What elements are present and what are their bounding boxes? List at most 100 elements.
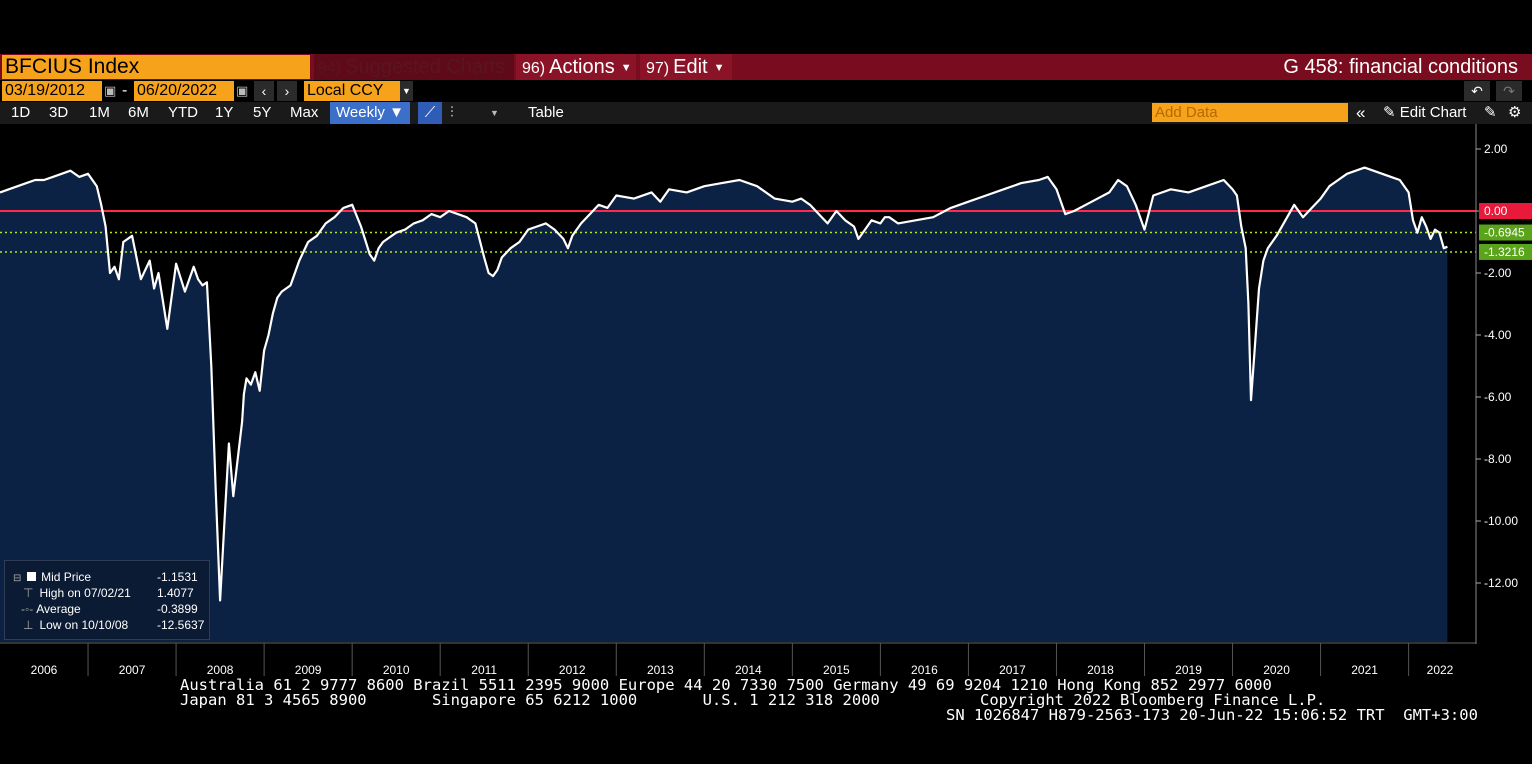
- x-tick-label: 2016: [911, 663, 938, 677]
- legend-row-low: ⊥ Low on 10/10/08 -12.5637: [13, 617, 204, 633]
- suggested-charts-button[interactable]: 94) Suggested Charts: [314, 54, 514, 80]
- edit-number: 97): [646, 60, 670, 77]
- footer-copyright: Copyright 2022 Bloomberg Finance L.P.: [980, 691, 1326, 709]
- x-tick-label: 2012: [559, 663, 586, 677]
- gear-icon[interactable]: ⚙: [1508, 104, 1522, 121]
- reference-label-bg: [1479, 203, 1532, 219]
- x-tick-label: 2020: [1263, 663, 1290, 677]
- footer-contacts-line-2: Japan 81 3 4565 8900 Singapore 65 6212 1…: [180, 691, 880, 709]
- period-ytd-button[interactable]: YTD: [168, 104, 198, 121]
- x-tick-label: 2011: [471, 663, 497, 677]
- start-date-input[interactable]: 03/19/2012: [2, 81, 102, 101]
- pencil-icon: ✎: [1383, 104, 1400, 121]
- frequency-select[interactable]: Weekly ▼: [330, 102, 410, 124]
- actions-number: 96): [522, 60, 546, 77]
- line-chart-icon[interactable]: ⟋: [418, 102, 442, 124]
- date-separator: -: [122, 82, 128, 99]
- legend-row-average: -◦- Average -0.3899: [13, 601, 198, 617]
- footer-contacts-line: Australia 61 2 9777 8600 Brazil 5511 239…: [180, 676, 1272, 694]
- legend-label: Average: [36, 602, 81, 616]
- x-tick-label: 2009: [295, 663, 322, 677]
- undo-icon[interactable]: ↶: [1464, 81, 1490, 101]
- annotate-icon[interactable]: ✎: [1484, 104, 1497, 121]
- legend-label: Mid Price: [41, 570, 92, 584]
- next-period-button[interactable]: ›: [277, 81, 297, 101]
- x-tick-label: 2010: [383, 663, 410, 677]
- collapse-icon[interactable]: «: [1356, 103, 1366, 122]
- legend-panel[interactable]: ⊟ Mid Price -1.1531 ⊤ High on 07/02/21 1.…: [4, 560, 210, 640]
- currency-dropdown-icon[interactable]: ▼: [400, 81, 413, 101]
- reference-label: -0.6945: [1484, 226, 1525, 240]
- series-area: [0, 167, 1448, 642]
- period-5y-button[interactable]: 5Y: [253, 104, 272, 121]
- collapse-box-icon[interactable]: ⊟: [13, 573, 22, 584]
- period-1d-button[interactable]: 1D: [11, 104, 31, 121]
- x-tick-label: 2014: [735, 663, 762, 677]
- high-marker-icon: ⊤: [23, 586, 34, 600]
- y-tick-label: -4.00: [1484, 328, 1512, 342]
- reference-lines: [0, 210, 1476, 253]
- y-tick-label: -6.00: [1484, 390, 1512, 404]
- legend-label: Low on 10/10/08: [39, 618, 129, 632]
- y-tick-label: -10.00: [1484, 514, 1518, 528]
- series-line-mid-price: [0, 166, 1448, 602]
- end-date-input[interactable]: 06/20/2022: [134, 81, 234, 101]
- x-tick-label: 2021: [1351, 663, 1378, 677]
- y-axis-ticks: 2.00 -2.00 -4.00 -6.00 -8.00 -10.00 -12.00: [1476, 142, 1518, 590]
- legend-value: -0.3899: [157, 602, 198, 616]
- calendar-icon[interactable]: ▣: [104, 83, 117, 98]
- y-tick-label: -8.00: [1484, 452, 1512, 466]
- chart-type-dropdown-icon[interactable]: ▼: [490, 108, 499, 118]
- x-tick-label: 2022: [1427, 663, 1454, 677]
- period-6m-button[interactable]: 6M: [128, 104, 149, 121]
- table-button[interactable]: Table: [528, 104, 564, 121]
- reference-label: -1.3216: [1484, 245, 1525, 259]
- calendar-icon[interactable]: ▣: [236, 83, 249, 98]
- legend-value: -1.1531: [157, 570, 198, 584]
- x-tick-label: 2013: [647, 663, 674, 677]
- x-tick-label: 2015: [823, 663, 850, 677]
- caret-down-icon: ▼: [713, 61, 725, 74]
- legend-value: -12.5637: [157, 618, 205, 632]
- x-axis-ticks: 2006 2007 2008 2009 2010 2011 2012 2013 2014 2015…: [31, 643, 1454, 677]
- add-data-input[interactable]: Add Data: [1152, 103, 1348, 122]
- legend-row-high: ⊤ High on 07/02/21 1.4077: [13, 585, 194, 601]
- low-marker-icon: ⊥: [23, 618, 34, 632]
- reference-label-bg: [1479, 243, 1532, 260]
- reference-label-bg: [1479, 224, 1532, 241]
- edit-chart-label: Edit Chart: [1399, 104, 1467, 121]
- redo-icon[interactable]: ↷: [1496, 81, 1522, 101]
- period-1m-button[interactable]: 1M: [89, 104, 110, 121]
- period-1y-button[interactable]: 1Y: [215, 104, 234, 121]
- legend-label: High on 07/02/21: [39, 586, 131, 600]
- y-tick-label: -12.00: [1484, 576, 1518, 590]
- series-swatch-icon: [26, 572, 36, 581]
- period-3d-button[interactable]: 3D: [49, 104, 69, 121]
- candlestick-icon[interactable]: ⫶: [450, 104, 454, 121]
- reference-label: 0.00: [1484, 204, 1508, 218]
- graph-title: G 458: financial conditions: [1283, 56, 1518, 78]
- x-tick-label: 2018: [1087, 663, 1114, 677]
- financial-conditions-chart: 2.00 -2.00 -4.00 -6.00 -8.00 -10.00 -12.00 0.0…: [0, 124, 1532, 680]
- edit-chart-button[interactable]: ✎ Edit Chart: [1383, 102, 1466, 124]
- period-max-button[interactable]: Max: [290, 104, 319, 121]
- ticker-input[interactable]: BFCIUS Index: [2, 55, 310, 79]
- legend-row-mid-price: ⊟ Mid Price -1.1531: [13, 569, 198, 585]
- actions-label: Actions: [549, 56, 615, 78]
- legend-value: 1.4077: [157, 586, 194, 600]
- y-tick-label: -2.00: [1484, 266, 1512, 280]
- x-tick-label: 2017: [999, 663, 1026, 677]
- suggested-charts-number: 94): [318, 60, 342, 77]
- edit-label: Edit: [673, 56, 708, 78]
- actions-menu-button[interactable]: 96) Actions ▼: [516, 54, 636, 80]
- reference-labels: 0.00 -0.6945 -1.3216: [1479, 203, 1532, 260]
- x-tick-label: 2006: [31, 663, 58, 677]
- currency-select[interactable]: Local CCY: [304, 81, 400, 101]
- x-tick-label: 2019: [1175, 663, 1202, 677]
- x-tick-label: 2007: [119, 663, 146, 677]
- average-marker-icon: -◦-: [21, 602, 34, 616]
- y-tick-label: 2.00: [1484, 142, 1508, 156]
- edit-menu-button[interactable]: 97) Edit ▼: [640, 54, 732, 80]
- prev-period-button[interactable]: ‹: [254, 81, 274, 101]
- caret-down-icon: ▼: [620, 61, 632, 74]
